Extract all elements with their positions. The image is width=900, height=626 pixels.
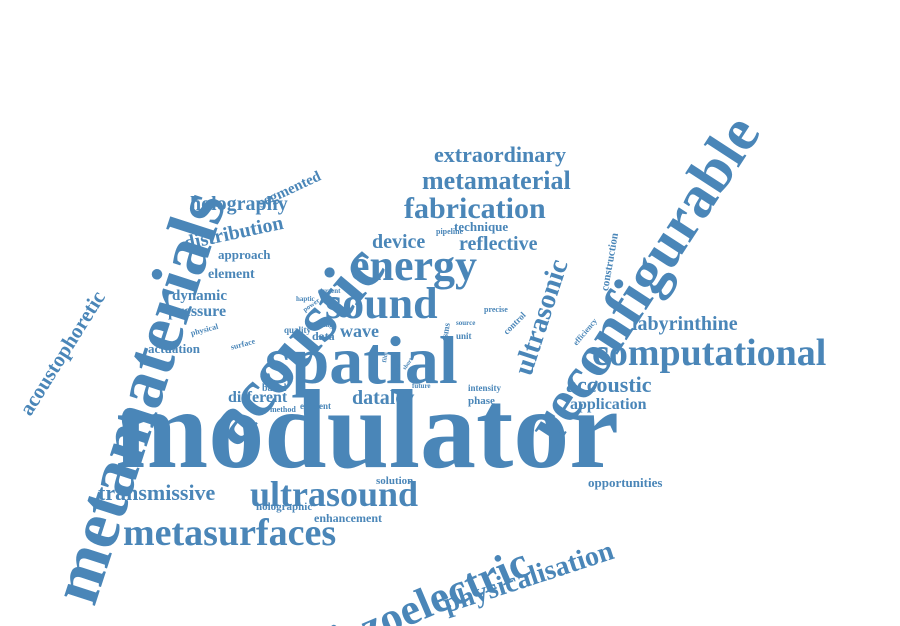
word-element: element bbox=[208, 267, 255, 282]
word-enhancement: enhancement bbox=[314, 511, 382, 525]
word-computational: computational bbox=[592, 332, 827, 374]
word-pipeline: pipeline bbox=[436, 227, 464, 236]
word-phase: phase bbox=[468, 395, 495, 407]
word-dynamic: dynamic bbox=[172, 288, 228, 304]
word-holographic: holographic bbox=[256, 501, 313, 513]
word-extraordinary: extraordinary bbox=[434, 142, 566, 167]
word-acoustophoretic: acoustophoretic bbox=[14, 286, 110, 420]
word-pressure: pressure bbox=[168, 303, 227, 320]
word-technique: technique bbox=[454, 219, 509, 234]
word-based: based bbox=[262, 383, 287, 394]
word-image: image bbox=[318, 321, 336, 329]
word-unit: unit bbox=[456, 331, 472, 341]
word-energy: energy bbox=[350, 241, 478, 290]
word-reflective: reflective bbox=[459, 233, 538, 255]
word-accoustic: accoustic bbox=[566, 372, 652, 397]
word-opportunities: opportunities bbox=[588, 475, 663, 490]
word-future: future bbox=[412, 382, 431, 390]
word-metasurfaces: metasurfaces bbox=[123, 512, 337, 554]
word-segmented: segmented bbox=[255, 168, 324, 212]
word-spatial: spatial bbox=[265, 322, 458, 398]
word-efficient: efficient bbox=[300, 401, 331, 411]
word-approach: approach bbox=[218, 247, 271, 262]
word-intensity: intensity bbox=[468, 383, 502, 393]
word-transmissive: transmissive bbox=[98, 480, 216, 505]
word-wave: wave bbox=[340, 321, 379, 341]
word-application: application bbox=[570, 396, 647, 413]
word-holography: holography bbox=[190, 193, 288, 215]
word-labyrinthine: labyrinthine bbox=[632, 313, 738, 335]
word-ultrasound: ultrasound bbox=[250, 474, 419, 514]
word-sound: sound bbox=[325, 279, 438, 328]
word-quality: quality bbox=[284, 325, 312, 335]
word-fabrication: fabrication bbox=[404, 192, 546, 225]
word-device: device bbox=[372, 231, 426, 253]
word-metamaterial: metamaterial bbox=[422, 166, 571, 195]
word-modulator: modulator bbox=[115, 368, 619, 492]
word-actuation: actuation bbox=[148, 341, 200, 356]
word-datalev: datalev bbox=[352, 387, 415, 409]
word-haptic: haptic bbox=[296, 295, 315, 303]
word-data: data bbox=[312, 329, 335, 343]
word-source: source bbox=[456, 319, 476, 327]
word-solution: solution bbox=[376, 475, 414, 487]
word-different: different bbox=[228, 389, 288, 406]
word-current: current bbox=[318, 287, 341, 295]
word-precise: precise bbox=[484, 305, 508, 314]
word-method: method bbox=[270, 405, 296, 414]
